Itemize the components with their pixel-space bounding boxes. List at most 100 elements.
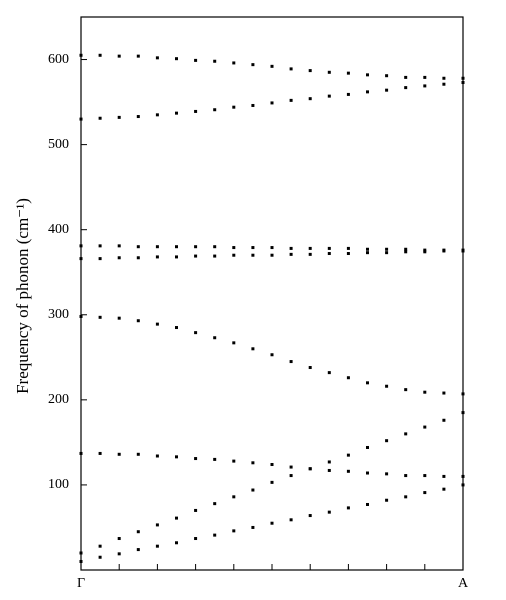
dot bbox=[442, 249, 446, 253]
dot bbox=[251, 488, 255, 492]
dot bbox=[442, 474, 446, 478]
dot bbox=[404, 474, 408, 478]
dot bbox=[175, 255, 178, 259]
dot bbox=[404, 388, 408, 392]
dot bbox=[327, 70, 331, 74]
dot bbox=[461, 81, 465, 85]
dot bbox=[461, 411, 465, 415]
dot bbox=[270, 353, 274, 357]
dot bbox=[270, 253, 274, 257]
dot bbox=[346, 71, 350, 75]
dot bbox=[194, 537, 198, 541]
dot bbox=[366, 502, 369, 506]
dot bbox=[327, 510, 331, 514]
dot bbox=[270, 64, 274, 68]
dot bbox=[136, 115, 140, 119]
dot bbox=[346, 252, 350, 256]
dot bbox=[213, 533, 217, 537]
dot bbox=[136, 245, 140, 249]
dot bbox=[175, 245, 178, 249]
dot bbox=[155, 454, 159, 458]
dot bbox=[404, 432, 408, 436]
dot bbox=[155, 245, 159, 249]
dot bbox=[136, 319, 140, 323]
dot bbox=[251, 246, 255, 250]
dot bbox=[461, 76, 465, 80]
dot bbox=[155, 56, 159, 60]
dot bbox=[270, 480, 274, 484]
dot bbox=[270, 101, 274, 105]
dot bbox=[136, 452, 140, 456]
dot bbox=[385, 247, 389, 251]
x-tick-label: A bbox=[458, 576, 469, 591]
dot bbox=[366, 251, 369, 255]
dot bbox=[213, 254, 217, 258]
dot bbox=[423, 250, 427, 254]
dot bbox=[461, 249, 465, 253]
dot bbox=[289, 67, 293, 71]
dot bbox=[289, 246, 293, 250]
dot bbox=[327, 371, 331, 375]
dot bbox=[289, 474, 293, 478]
dot bbox=[232, 253, 236, 257]
dot bbox=[423, 474, 427, 478]
dot bbox=[366, 445, 369, 449]
y-tick-label: 400 bbox=[48, 222, 69, 237]
dot bbox=[404, 495, 408, 499]
dot bbox=[366, 381, 369, 385]
dot bbox=[194, 254, 198, 258]
dot bbox=[270, 521, 274, 525]
dot bbox=[117, 244, 121, 248]
plot-frame bbox=[80, 16, 464, 571]
dot bbox=[175, 516, 178, 520]
dot bbox=[232, 105, 236, 109]
dot bbox=[136, 530, 140, 534]
dot bbox=[79, 314, 83, 318]
dot bbox=[308, 97, 312, 101]
dot bbox=[423, 75, 427, 79]
dot bbox=[289, 465, 293, 469]
dot bbox=[423, 491, 427, 495]
dot bbox=[117, 537, 121, 541]
dot bbox=[213, 336, 217, 340]
dot bbox=[98, 116, 102, 120]
dot bbox=[79, 244, 83, 248]
dot bbox=[175, 455, 178, 459]
dot bbox=[289, 252, 293, 256]
dot bbox=[423, 425, 427, 429]
dot bbox=[327, 468, 331, 472]
dot bbox=[251, 103, 255, 107]
x-tick-label: Γ bbox=[77, 576, 85, 591]
dot bbox=[385, 251, 389, 255]
dot bbox=[251, 347, 255, 351]
dot bbox=[327, 246, 331, 250]
dot bbox=[385, 498, 389, 502]
dot bbox=[98, 555, 102, 559]
dot bbox=[98, 544, 102, 548]
y-tick-label: 500 bbox=[48, 137, 69, 152]
dot bbox=[346, 376, 350, 380]
dot bbox=[251, 461, 255, 465]
dot bbox=[346, 92, 350, 96]
dot bbox=[461, 474, 465, 478]
dot bbox=[79, 117, 83, 121]
dot bbox=[308, 69, 312, 73]
dot bbox=[385, 74, 389, 78]
dot bbox=[251, 525, 255, 529]
dot bbox=[308, 246, 312, 250]
dot bbox=[346, 469, 350, 473]
dot bbox=[213, 59, 217, 63]
dot bbox=[79, 451, 83, 455]
dot bbox=[155, 255, 159, 259]
dot bbox=[175, 541, 178, 545]
dot bbox=[194, 331, 198, 335]
dot bbox=[289, 98, 293, 102]
dot bbox=[155, 544, 159, 548]
dot bbox=[155, 113, 159, 117]
dot bbox=[366, 73, 369, 77]
y-axis-label: Frequency of phonon (cm⁻¹) bbox=[13, 198, 32, 394]
dot bbox=[136, 256, 140, 260]
dot bbox=[232, 61, 236, 65]
dot bbox=[175, 326, 178, 330]
